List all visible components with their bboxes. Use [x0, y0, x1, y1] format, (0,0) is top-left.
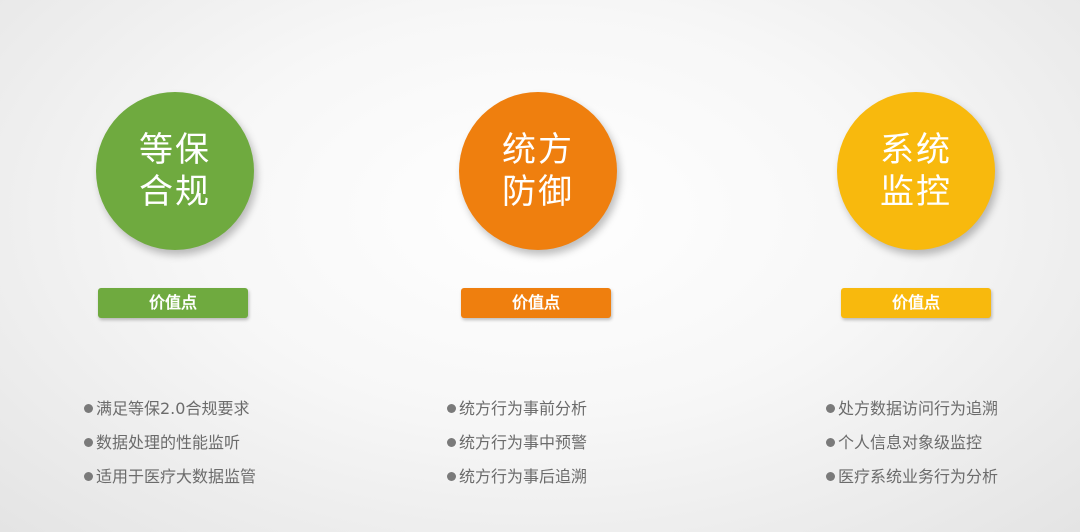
- value-point-badge: 价值点: [98, 288, 248, 318]
- list-item: 个人信息对象级监控: [826, 426, 998, 460]
- circle-title-line1: 统方: [502, 130, 574, 170]
- list-item: 适用于医疗大数据监管: [84, 460, 256, 494]
- value-column-monitoring: 系统 监控 价值点 处方数据访问行为追溯 个人信息对象级监控 医疗系统业务行为分…: [0, 0, 998, 532]
- bullet-icon: [84, 404, 93, 413]
- circle-title-line2: 合规: [139, 172, 211, 212]
- bullet-icon: [447, 472, 456, 481]
- bullet-icon: [826, 472, 835, 481]
- circle-title-line1: 等保: [139, 130, 211, 170]
- list-item: 统方行为事中预警: [447, 426, 587, 460]
- value-point-badge: 价值点: [841, 288, 991, 318]
- bullet-icon: [84, 472, 93, 481]
- circle-title-line2: 监控: [880, 172, 952, 212]
- bullet-icon: [447, 438, 456, 447]
- bullet-icon: [447, 404, 456, 413]
- list-item: 处方数据访问行为追溯: [826, 392, 998, 426]
- list-item: 医疗系统业务行为分析: [826, 460, 998, 494]
- list-item: 满足等保2.0合规要求: [84, 392, 256, 426]
- list-item: 数据处理的性能监听: [84, 426, 256, 460]
- defense-circle: 统方 防御: [459, 92, 617, 250]
- value-column-defense: 统方 防御 价值点 统方行为事前分析 统方行为事中预警 统方行为事后追溯: [0, 0, 617, 532]
- value-point-badge: 价值点: [461, 288, 611, 318]
- bullet-icon: [826, 438, 835, 447]
- circle-title-line1: 系统: [880, 130, 952, 170]
- list-item: 统方行为事后追溯: [447, 460, 587, 494]
- feature-list: 统方行为事前分析 统方行为事中预警 统方行为事后追溯: [447, 392, 587, 494]
- feature-list: 满足等保2.0合规要求 数据处理的性能监听 适用于医疗大数据监管: [84, 392, 256, 494]
- value-column-compliance: 等保 合规 价值点 满足等保2.0合规要求 数据处理的性能监听 适用于医疗大数据…: [0, 0, 300, 532]
- list-item: 统方行为事前分析: [447, 392, 587, 426]
- bullet-icon: [826, 404, 835, 413]
- circle-title-line2: 防御: [502, 172, 574, 212]
- monitoring-circle: 系统 监控: [837, 92, 995, 250]
- compliance-circle: 等保 合规: [96, 92, 254, 250]
- feature-list: 处方数据访问行为追溯 个人信息对象级监控 医疗系统业务行为分析: [826, 392, 998, 494]
- bullet-icon: [84, 438, 93, 447]
